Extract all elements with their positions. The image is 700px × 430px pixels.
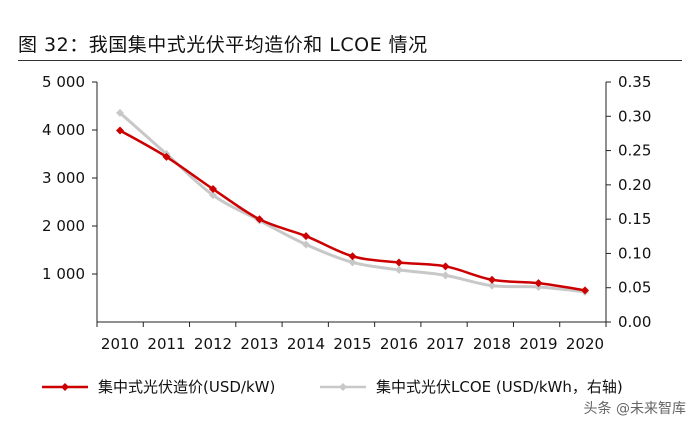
right-tick-label: 0.05 — [618, 279, 651, 297]
data-point-cost — [209, 185, 217, 194]
data-point-cost — [581, 286, 589, 295]
data-point-cost — [255, 215, 264, 224]
data-point-cost — [534, 279, 543, 288]
legend-label-cost: 集中式光伏造价(USD/kW) — [98, 378, 276, 396]
legend-item-lcoe: 集中式光伏LCOE (USD/kWh，右轴) — [318, 376, 623, 397]
legend-label-lcoe: 集中式光伏LCOE (USD/kWh，右轴) — [376, 378, 623, 396]
data-point-cost — [348, 252, 357, 261]
x-tick-label: 2015 — [333, 335, 371, 353]
title-rule — [18, 60, 682, 61]
left-tick-label: 5 000 — [42, 73, 85, 91]
right-tick-label: 0.00 — [618, 313, 651, 331]
data-point-cost — [302, 232, 310, 241]
right-tick-label: 0.35 — [618, 73, 651, 91]
data-point-cost — [116, 126, 124, 135]
x-tick-label: 2020 — [566, 335, 604, 353]
data-point-lcoe — [209, 191, 217, 200]
series-line-cost — [119, 129, 586, 292]
right-tick-label: 0.20 — [618, 176, 651, 194]
x-tick-label: 2011 — [147, 335, 185, 353]
data-point-lcoe — [348, 258, 357, 267]
left-tick-label: 3 000 — [42, 169, 85, 187]
x-tick-label: 2010 — [101, 335, 139, 353]
figure-title: 图 32：我国集中式光伏平均造价和 LCOE 情况 — [18, 34, 428, 56]
right-tick-label: 0.30 — [618, 107, 651, 125]
x-tick-label: 2014 — [287, 335, 325, 353]
data-point-lcoe — [395, 265, 403, 274]
x-tick-label: 2018 — [473, 335, 511, 353]
x-tick-label: 2013 — [240, 335, 278, 353]
x-tick-label: 2017 — [426, 335, 464, 353]
watermark: 头条 @未来智库 — [583, 401, 686, 417]
data-point-lcoe — [116, 108, 124, 117]
x-tick-label: 2016 — [380, 335, 418, 353]
data-point-cost — [488, 275, 496, 284]
x-tick-label: 2019 — [519, 335, 557, 353]
data-point-lcoe — [488, 281, 496, 290]
right-tick-label: 0.10 — [618, 244, 651, 262]
legend-swatch-cost — [42, 382, 88, 391]
data-point-cost — [441, 262, 450, 271]
data-point-lcoe — [302, 240, 310, 249]
legend-item-cost: 集中式光伏造价(USD/kW) — [40, 376, 275, 397]
data-point-lcoe — [441, 271, 450, 280]
right-tick-label: 0.15 — [618, 210, 651, 228]
data-point-cost — [395, 258, 403, 267]
right-tick-label: 0.25 — [618, 142, 651, 160]
x-tick-label: 2012 — [194, 335, 232, 353]
data-point-cost — [162, 152, 171, 161]
left-tick-label: 4 000 — [42, 121, 85, 139]
legend-swatch-lcoe — [320, 382, 366, 391]
left-tick-label: 2 000 — [42, 217, 85, 235]
left-tick-label: 1 000 — [42, 265, 85, 283]
